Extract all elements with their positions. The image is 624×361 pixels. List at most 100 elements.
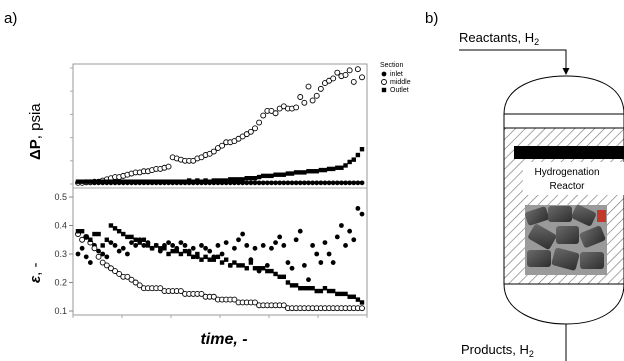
point-outlet	[203, 254, 208, 260]
point-inlet	[306, 277, 311, 283]
legend-label-outlet: Outlet	[390, 87, 409, 94]
point-outlet	[104, 237, 110, 242]
reactor-label-line1: Hydrogenation	[534, 167, 599, 178]
point-inlet	[347, 180, 353, 186]
point-inlet	[166, 240, 171, 246]
point-inlet	[96, 248, 101, 254]
point-inlet	[244, 243, 250, 248]
svg-text:ΔP, psia: ΔP, psia	[27, 103, 44, 160]
point-outlet	[351, 157, 356, 162]
point-outlet	[79, 229, 85, 234]
point-inlet	[359, 180, 365, 186]
point-inlet	[116, 248, 122, 254]
point-outlet	[88, 237, 93, 242]
point-outlet	[96, 231, 101, 237]
point-outlet	[310, 286, 315, 291]
point-inlet	[269, 180, 274, 186]
y-tick-label: 0.3	[54, 249, 67, 259]
point-inlet	[289, 265, 295, 271]
point-inlet	[343, 180, 348, 186]
catalyst-pellets-photo	[525, 204, 607, 275]
point-outlet	[326, 288, 332, 294]
eps-symbol: ε	[27, 275, 44, 283]
point-outlet	[302, 170, 307, 175]
point-outlet	[100, 179, 105, 184]
inlet-arrow	[562, 68, 570, 75]
point-inlet	[190, 245, 196, 251]
point-outlet	[108, 179, 114, 184]
point-outlet	[219, 260, 225, 265]
point-middle	[354, 66, 361, 73]
point-middle	[359, 74, 365, 81]
point-outlet	[137, 240, 142, 245]
point-inlet	[203, 245, 208, 251]
point-middle	[256, 119, 263, 126]
legend-title: Section	[380, 62, 403, 69]
point-outlet	[137, 179, 142, 184]
eps-unit: , -	[27, 262, 44, 275]
point-outlet	[170, 179, 175, 184]
point-middle	[346, 67, 353, 74]
point-outlet	[79, 179, 85, 184]
point-outlet	[92, 231, 97, 237]
point-inlet	[273, 240, 278, 246]
inlet-pipe	[459, 49, 567, 72]
point-inlet	[260, 243, 266, 248]
point-outlet	[96, 179, 101, 184]
point-outlet	[289, 283, 295, 288]
point-inlet	[199, 243, 204, 248]
point-outlet	[306, 286, 311, 291]
point-outlet	[298, 286, 303, 291]
point-outlet	[195, 178, 200, 183]
point-inlet	[236, 237, 241, 243]
point-outlet	[223, 257, 229, 262]
point-inlet	[314, 180, 320, 186]
point-outlet	[149, 179, 155, 184]
point-inlet	[293, 180, 299, 186]
point-inlet	[306, 180, 311, 186]
point-inlet	[141, 243, 147, 248]
point-outlet	[285, 280, 291, 285]
top-subplot-points	[75, 66, 365, 186]
point-inlet	[133, 243, 139, 248]
point-outlet	[145, 243, 151, 248]
point-inlet	[326, 251, 332, 257]
point-outlet	[355, 152, 361, 158]
plot-frame	[72, 63, 368, 316]
point-inlet	[170, 243, 176, 248]
point-outlet	[293, 170, 299, 175]
point-outlet	[100, 243, 105, 248]
point-outlet	[293, 283, 299, 288]
point-outlet	[125, 179, 130, 184]
point-middle	[272, 110, 279, 117]
point-middle	[91, 245, 98, 252]
point-inlet	[314, 251, 320, 257]
y-tick-label: 0.2	[54, 278, 67, 288]
reactor-diagram: b) Reactants, H2 Hydrogenation Reactor	[425, 10, 624, 361]
point-inlet	[264, 180, 270, 186]
point-inlet	[351, 180, 357, 186]
point-inlet	[355, 206, 361, 211]
point-inlet	[100, 251, 106, 257]
point-middle	[79, 236, 86, 243]
point-outlet	[75, 229, 81, 234]
point-outlet	[195, 251, 200, 257]
point-inlet	[236, 180, 241, 186]
point-outlet	[178, 251, 184, 257]
bottom-y-axis-label: ε, -	[27, 262, 44, 283]
point-outlet	[104, 179, 110, 184]
point-inlet	[240, 180, 246, 186]
point-middle	[330, 75, 337, 82]
point-middle	[103, 262, 110, 269]
point-middle	[313, 92, 320, 99]
point-outlet	[141, 237, 147, 242]
point-outlet	[240, 177, 245, 182]
point-middle	[132, 279, 139, 286]
point-outlet	[244, 176, 249, 181]
point-outlet	[199, 179, 204, 184]
point-middle	[112, 268, 118, 275]
point-outlet	[162, 179, 167, 184]
legend-marker-inlet	[381, 71, 387, 77]
point-middle	[247, 128, 254, 135]
point-outlet	[359, 300, 365, 305]
